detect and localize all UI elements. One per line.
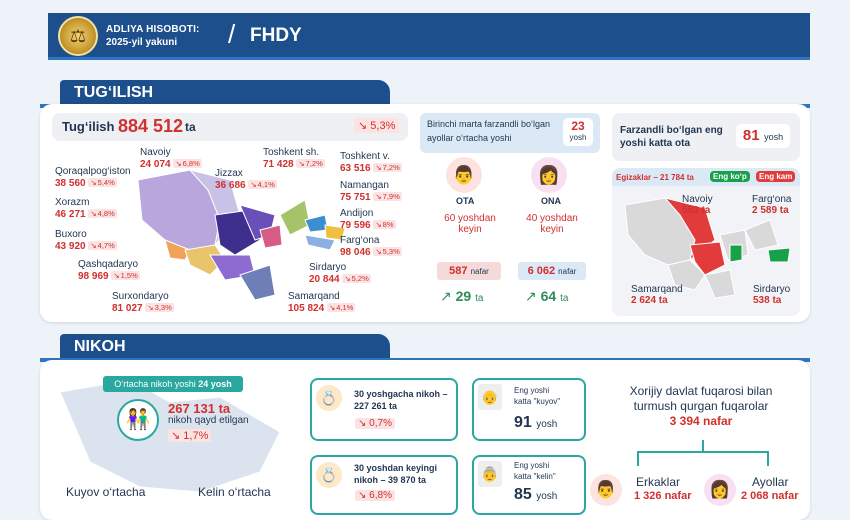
old-man-icon: 👴	[478, 384, 502, 410]
rings-icon: 💍	[316, 385, 342, 411]
father-label: OTA	[456, 196, 475, 206]
marriage-section-tab: NIKOH	[60, 334, 390, 360]
mother-growth: ↗ 64 ta	[525, 288, 569, 304]
women-label: Ayollar	[752, 475, 789, 489]
header-title: FHDY	[250, 25, 302, 46]
woman-icon: 👩	[704, 474, 736, 506]
map-region-xorazm	[164, 239, 191, 261]
man-icon: 👨	[590, 474, 622, 506]
map-region-sirdaryo	[259, 224, 283, 249]
foreign-connector	[637, 440, 769, 466]
mother-age-text: 40 yoshdan keyin	[526, 213, 578, 235]
mother-count: 6 062 nafar	[518, 262, 586, 280]
map-region-fargona	[304, 234, 336, 251]
header-line2: 2025-yil yakuni	[106, 37, 178, 48]
marriage-registered-change: ↘ 1,7%	[168, 429, 212, 442]
oldest-groom-age: 91 yosh	[514, 414, 558, 431]
before30-change: ↘ 0,7%	[355, 418, 395, 429]
birth-total-label: Tug‘ilish	[62, 119, 115, 134]
twins-fargona: Farg‘ona 2 589 ta	[752, 194, 792, 216]
region-toshkent-sh: Toshkent sh.71 428 7,2%	[263, 147, 325, 170]
first-child-age-badge: 23 yosh	[563, 118, 593, 146]
twins-label: Egizaklar – 21 784 ta	[616, 173, 694, 182]
marriage-registered-text: nikoh qayd etilgan	[168, 415, 249, 426]
men-label: Erkaklar	[636, 475, 681, 489]
rings-icon-2: 💍	[316, 462, 342, 488]
oldest-groom-label: Eng yoshi katta "kuyov"	[514, 386, 561, 406]
oldest-father-title: Farzandli bo‘lgan eng yoshi katta ota	[620, 125, 723, 149]
twins-region-samarqand	[689, 241, 726, 276]
report-header	[48, 13, 810, 60]
legend-least: Eng kam	[756, 171, 796, 182]
birth-total-unit: ta	[185, 120, 196, 134]
twins-navoiy: Navoiy 553 ta	[682, 194, 713, 216]
birth-total-value: 884 512	[118, 116, 184, 136]
region-toshkent-v: Toshkent v.63 516 7,2%	[340, 151, 402, 174]
birth-total-change: ↘ 5,3%	[354, 118, 400, 133]
first-child-title: Birinchi marta farzandli bo‘lgan ayollar…	[427, 119, 551, 143]
foreign-marriage-total: 3 394 nafar	[669, 414, 733, 428]
birth-section-tab: TUG‘ILISH	[60, 80, 390, 106]
oldest-bride-age: 85 yosh	[514, 486, 558, 503]
couple-icon: 👫	[117, 399, 159, 441]
avg-marriage-age-badge: O‘rtacha nikoh yoshi 24 yosh	[103, 376, 243, 392]
twins-map	[624, 197, 791, 299]
map-region-surxondaryo	[239, 264, 276, 301]
birth-map	[137, 169, 346, 301]
map-region-toshkent	[279, 199, 311, 236]
twins-samarqand: Samarqand 2 624 ta	[631, 284, 683, 306]
after30-text: 30 yoshdan keyingi nikoh – 39 870 ta	[354, 463, 438, 485]
header-slash: /	[228, 19, 236, 49]
foreign-marriage-title: Xorijiy davlat fuqarosi bilan turmush qur…	[629, 384, 773, 413]
after30-change: ↘ 6,8%	[355, 490, 395, 501]
men-value: 1 326 nafar	[634, 490, 692, 502]
twins-header	[612, 168, 800, 186]
twins-region-fargona	[767, 247, 791, 263]
groom-avg-label: Kuyov o‘rtacha	[66, 485, 146, 499]
header-line1: ADLIYA HISOBOTI:	[106, 24, 200, 35]
mother-icon: 👩	[531, 157, 567, 193]
marriage-registered-value: 267 131 ta	[168, 401, 231, 416]
map-region-andijon	[324, 224, 346, 241]
father-icon: 👨	[446, 157, 482, 193]
mother-label: ONA	[541, 196, 561, 206]
old-woman-icon: 👵	[478, 461, 502, 487]
father-age-text: 60 yoshdan keyin	[444, 213, 496, 235]
twins-region-sirdaryo	[729, 244, 743, 263]
oldest-father-age: 81 yosh	[736, 124, 790, 148]
father-count: 587 nafar	[437, 262, 501, 280]
birth-total-box	[52, 113, 408, 141]
bride-avg-label: Kelin o‘rtacha	[198, 485, 271, 499]
before30-text: 30 yoshgacha nikoh –227 261 ta	[354, 389, 448, 411]
legend-most: Eng ko‘p	[710, 171, 750, 182]
father-growth: ↗ 29 ta	[440, 288, 484, 304]
women-value: 2 068 nafar	[741, 490, 799, 502]
twins-sirdaryo: Sirdaryo 538 ta	[753, 284, 791, 306]
oldest-bride-label: Eng yoshi katta "kelin"	[514, 461, 556, 481]
emblem-icon: ⚖	[58, 16, 98, 56]
